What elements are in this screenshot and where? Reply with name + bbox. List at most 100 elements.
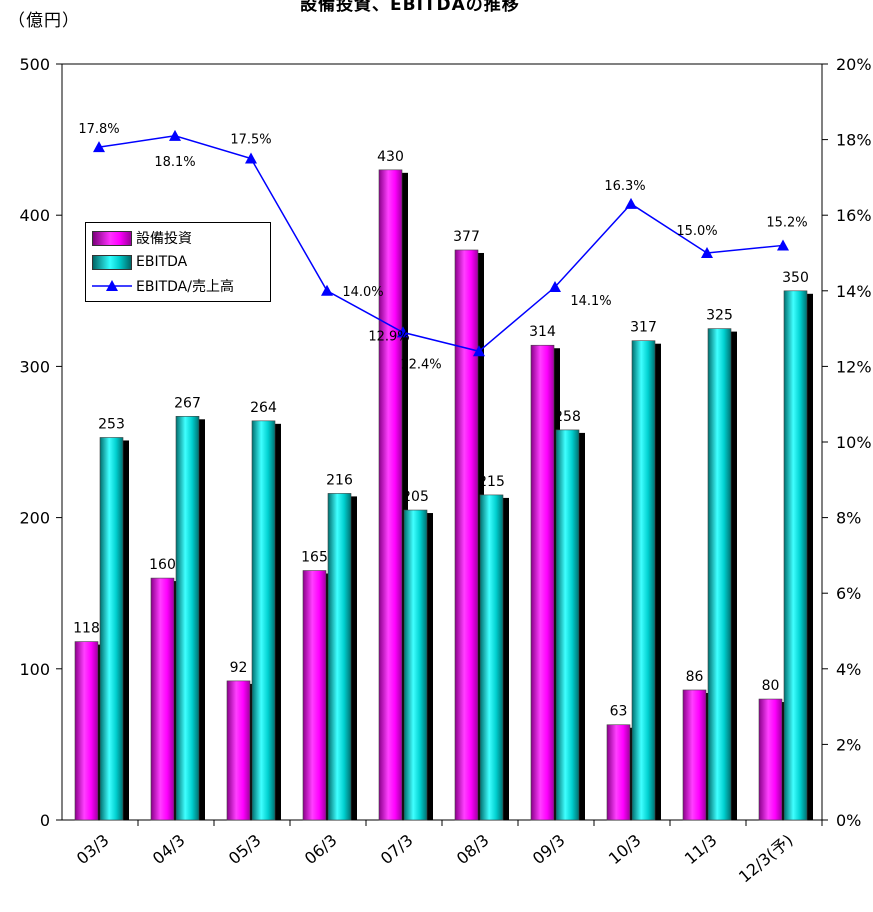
legend-label-capex: 設備投資 <box>136 231 192 247</box>
bar-label-ebitda: 264 <box>250 400 277 416</box>
bar-capex <box>226 680 251 821</box>
legend-swatch-ratio <box>92 279 132 293</box>
bar-label-ebitda: 216 <box>326 472 353 488</box>
right-axis-tick-label: 4% <box>836 660 861 679</box>
x-axis-category-label: 03/3 <box>73 831 113 869</box>
ratio-data-label: 14.0% <box>342 285 383 300</box>
ratio-data-label: 15.2% <box>766 215 807 230</box>
ratio-marker <box>701 247 713 258</box>
right-axis-tick-label: 20% <box>836 55 872 74</box>
bar-label-ebitda: 325 <box>706 308 733 324</box>
ratio-data-label: 18.1% <box>154 155 195 170</box>
ratio-data-label: 17.5% <box>230 133 271 148</box>
legend-item-ebitda: EBITDA <box>92 252 187 272</box>
left-axis-unit-label: （億円） <box>8 11 80 31</box>
ratio-marker <box>397 326 409 338</box>
bar-label-capex: 63 <box>610 704 628 720</box>
bar-ebitda <box>479 494 504 821</box>
left-axis-tick-label: 100 <box>19 660 50 679</box>
legend: 設備投資 EBITDA EBITDA/売上高 <box>85 222 271 302</box>
bar-capex <box>302 570 327 821</box>
bar-ebitda <box>175 415 200 821</box>
bar-label-ebitda: 258 <box>554 409 581 425</box>
right-axis-tick-label: 6% <box>836 584 861 603</box>
bar-label-ebitda: 317 <box>630 320 657 336</box>
x-axis-category-label: 10/3 <box>605 831 645 869</box>
x-axis-category-label: 12/3(予) <box>735 831 797 887</box>
ratio-marker <box>321 284 333 296</box>
right-axis-tick-label: 18% <box>836 131 872 150</box>
ratio-marker <box>625 197 637 209</box>
bar-label-ebitda: 253 <box>98 416 125 432</box>
ratio-data-label: 16.3% <box>604 179 645 194</box>
ratio-marker <box>473 345 485 357</box>
bar-label-capex: 86 <box>686 669 704 685</box>
bar-ebitda <box>403 509 428 821</box>
bar-capex <box>758 698 783 821</box>
ratio-data-label: 17.8% <box>78 122 119 137</box>
bar-label-capex: 80 <box>762 678 780 694</box>
ratio-marker <box>169 129 181 141</box>
legend-item-ratio: EBITDA/売上高 <box>92 276 234 296</box>
ratio-data-label: 15.0% <box>676 224 717 239</box>
bar-capex <box>378 169 403 821</box>
bar-label-ebitda: 215 <box>478 474 505 490</box>
ratio-line <box>98 135 784 353</box>
left-axis-tick-label: 200 <box>19 509 50 528</box>
bar-ebitda <box>327 493 352 821</box>
x-axis-category-label: 06/3 <box>301 831 341 869</box>
right-axis-tick-label: 16% <box>836 206 872 225</box>
x-axis-category-label: 07/3 <box>377 831 417 869</box>
legend-label-ebitda: EBITDA <box>136 254 188 270</box>
bar-capex <box>606 724 631 821</box>
bar-label-capex: 314 <box>529 324 556 340</box>
right-axis-tick-label: 10% <box>836 433 872 452</box>
ratio-marker <box>549 281 561 293</box>
bar-capex <box>454 249 479 821</box>
bar-label-ebitda: 267 <box>174 395 201 411</box>
ratio-marker <box>777 239 789 251</box>
right-axis-tick-label: 14% <box>836 282 872 301</box>
x-axis-category-label: 04/3 <box>149 831 189 869</box>
legend-item-capex: 設備投資 <box>92 228 192 248</box>
x-axis-category-label: 11/3 <box>681 831 721 869</box>
bar-capex <box>682 689 707 821</box>
bar-label-capex: 92 <box>230 660 248 676</box>
x-axis-category-label: 09/3 <box>529 831 569 869</box>
bar-label-capex: 430 <box>377 149 404 165</box>
ratio-marker <box>245 152 257 164</box>
bar-label-capex: 165 <box>301 550 328 566</box>
ratio-marker <box>93 141 105 153</box>
bar-ebitda <box>251 420 276 821</box>
legend-swatch-ebitda <box>92 254 132 270</box>
bar-ebitda <box>555 429 580 821</box>
bar-label-capex: 118 <box>73 621 100 637</box>
left-axis-tick-label: 400 <box>19 206 50 225</box>
ratio-data-label: 14.1% <box>570 294 611 309</box>
x-axis-category-label: 08/3 <box>453 831 493 869</box>
right-axis-tick-label: 2% <box>836 735 861 754</box>
bar-ebitda <box>783 290 808 821</box>
ratio-data-label: 12.9% <box>368 329 409 344</box>
bar-capex <box>150 577 175 821</box>
left-axis-tick-label: 0 <box>40 811 50 830</box>
legend-swatch-capex <box>92 230 132 246</box>
bar-ebitda <box>99 437 124 821</box>
bar-label-capex: 377 <box>453 229 480 245</box>
bar-capex <box>74 641 99 821</box>
legend-label-ratio: EBITDA/売上高 <box>136 279 234 295</box>
bar-label-ebitda: 205 <box>402 489 429 505</box>
x-axis-category-label: 05/3 <box>225 831 265 869</box>
bar-ebitda <box>707 328 732 821</box>
right-axis-tick-label: 8% <box>836 509 861 528</box>
left-axis-tick-label: 300 <box>19 357 50 376</box>
chart-title: 設備投資、EBITDAの推移 <box>300 0 520 15</box>
left-axis-tick-label: 500 <box>19 55 50 74</box>
ratio-data-label: 12.4% <box>400 357 441 372</box>
right-axis-tick-label: 12% <box>836 357 872 376</box>
bar-capex <box>530 344 555 821</box>
bar-label-ebitda: 350 <box>782 270 809 286</box>
right-axis-tick-label: 0% <box>836 811 861 830</box>
bar-label-capex: 160 <box>149 557 176 573</box>
